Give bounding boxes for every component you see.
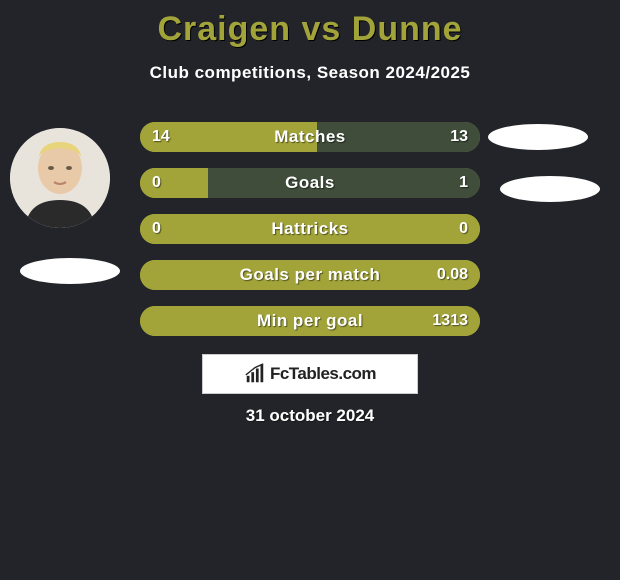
avatar-placeholder-icon: [10, 128, 110, 228]
stat-value-left: [140, 260, 164, 290]
player-right-team-ellipse: [500, 176, 600, 202]
stat-value-right: 13: [438, 122, 480, 152]
stat-value-left: [140, 306, 164, 336]
player-right-avatar-ellipse: [488, 124, 588, 150]
chart-icon: [244, 363, 266, 385]
date-text: 31 october 2024: [0, 406, 620, 426]
stat-label: Goals: [140, 168, 480, 198]
brand-text: FcTables.com: [270, 364, 376, 384]
stat-row-hattricks: Hattricks0 0: [140, 214, 480, 244]
player-left-team-ellipse: [20, 258, 120, 284]
stat-row-matches: Matches14 13: [140, 122, 480, 152]
stat-row-min-per-goal: Min per goal1313: [140, 306, 480, 336]
stat-row-goals-per-match: Goals per match0.08: [140, 260, 480, 290]
stat-bars-container: Matches1413Goals01Hattricks00Goals per m…: [140, 122, 480, 352]
player-left-name: Craigen: [157, 10, 291, 48]
stat-value-left: 14: [140, 122, 182, 152]
stat-value-left: 0: [140, 214, 173, 244]
stat-value-right: 0.08: [425, 260, 480, 290]
stat-row-goals: Goals0 1: [140, 168, 480, 198]
subtitle: Club competitions, Season 2024/2025: [0, 63, 620, 83]
player-left-avatar: [10, 128, 110, 228]
stat-value-right: 1313: [420, 306, 480, 336]
stat-value-right: 1: [447, 168, 480, 198]
player-right-name: Dunne: [352, 10, 463, 48]
stat-value-left: 0: [140, 168, 173, 198]
brand-box: FcTables.com: [202, 354, 418, 394]
stat-label: Hattricks: [140, 214, 480, 244]
title-vs: vs: [301, 10, 341, 48]
stat-value-right: 0: [447, 214, 480, 244]
stat-label: Matches: [140, 122, 480, 152]
comparison-title: Craigen vs Dunne: [0, 0, 620, 49]
